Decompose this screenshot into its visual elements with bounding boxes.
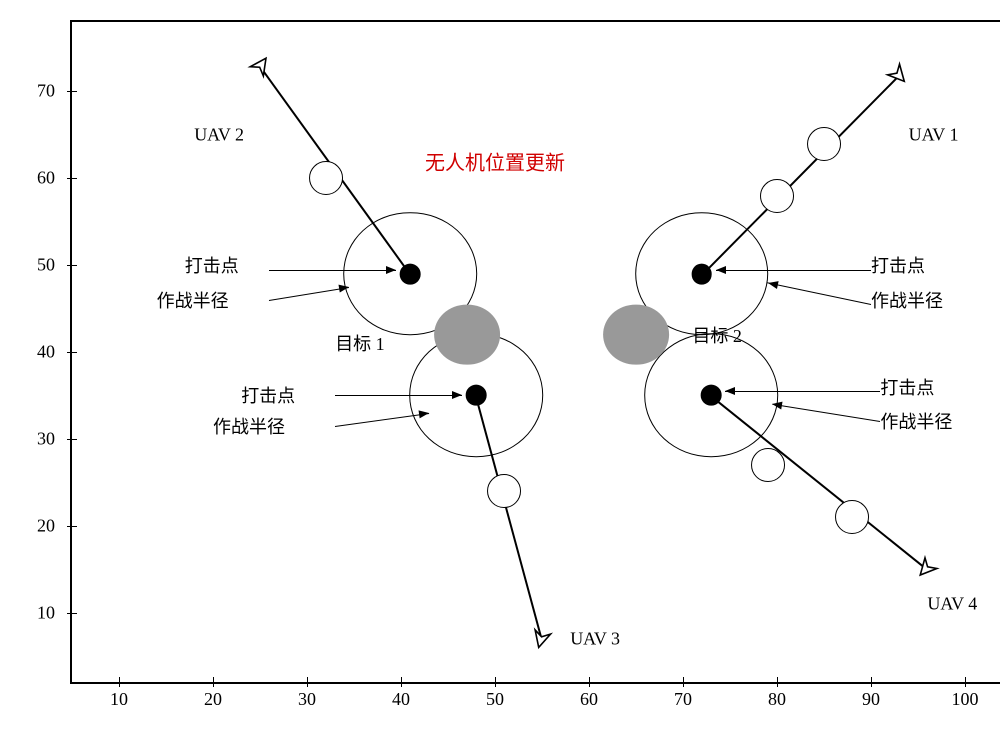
- x-tick-label: 50: [486, 689, 504, 710]
- x-tick-label: 70: [674, 689, 692, 710]
- y-tick: [67, 439, 77, 440]
- x-tick: [213, 677, 214, 687]
- annotation-label: 目标 1: [335, 330, 385, 356]
- waypoint-marker: [807, 127, 841, 161]
- x-tick-label: 20: [204, 689, 222, 710]
- path-line: [772, 404, 880, 422]
- annotation-label: 作战半径: [213, 413, 285, 439]
- x-tick-label: 40: [392, 689, 410, 710]
- x-tick-label: 90: [862, 689, 880, 710]
- y-tick: [67, 178, 77, 179]
- annotation-label: 打击点: [880, 374, 934, 400]
- x-tick-label: 30: [298, 689, 316, 710]
- uav-arrowhead-icon: [912, 554, 943, 585]
- x-tick: [871, 677, 872, 687]
- x-tick: [119, 677, 120, 687]
- uav-chart: 10203040506070809010010203040506070无人机位置…: [70, 20, 1000, 684]
- y-tick: [67, 613, 77, 614]
- y-tick-label: 40: [37, 342, 55, 363]
- annotation-label: UAV 4: [927, 593, 977, 614]
- annotation-label: 打击点: [241, 382, 295, 408]
- y-tick: [67, 265, 77, 266]
- x-tick: [965, 677, 966, 687]
- y-tick-label: 70: [37, 81, 55, 102]
- strike-point-marker: [466, 385, 487, 406]
- annotation-label: 打击点: [871, 252, 925, 278]
- x-tick: [307, 677, 308, 687]
- waypoint-marker: [760, 179, 794, 213]
- annotation-label: UAV 1: [909, 124, 959, 145]
- strike-point-marker: [691, 263, 712, 284]
- annotation-label: UAV 2: [194, 124, 244, 145]
- annotation-label: UAV 3: [570, 628, 620, 649]
- strike-point-marker: [701, 385, 722, 406]
- y-tick-label: 20: [37, 515, 55, 536]
- chart-title: 无人机位置更新: [425, 146, 565, 175]
- x-tick: [401, 677, 402, 687]
- y-tick-label: 60: [37, 168, 55, 189]
- target-marker: [603, 304, 669, 365]
- strike-point-marker: [400, 263, 421, 284]
- x-tick: [495, 677, 496, 687]
- x-tick: [683, 677, 684, 687]
- waypoint-marker: [835, 500, 869, 534]
- annotation-label: 作战半径: [871, 287, 943, 313]
- y-tick: [67, 526, 77, 527]
- annotation-label: 作战半径: [880, 408, 952, 434]
- y-tick-label: 30: [37, 428, 55, 449]
- y-tick: [67, 352, 77, 353]
- path-line: [269, 287, 349, 301]
- waypoint-marker: [309, 161, 343, 195]
- y-tick-label: 50: [37, 255, 55, 276]
- path-line: [768, 283, 872, 306]
- x-tick-label: 100: [952, 689, 979, 710]
- y-tick: [67, 91, 77, 92]
- annotation-label: 目标 2: [692, 322, 742, 348]
- waypoint-marker: [751, 448, 785, 482]
- annotation-label: 作战半径: [157, 287, 229, 313]
- x-tick-label: 60: [580, 689, 598, 710]
- x-tick: [777, 677, 778, 687]
- target-marker: [434, 304, 500, 365]
- x-tick-label: 10: [110, 689, 128, 710]
- uav-arrowhead-icon: [245, 50, 276, 81]
- uav-arrowhead-icon: [529, 625, 556, 652]
- waypoint-marker: [487, 474, 521, 508]
- x-tick: [589, 677, 590, 687]
- annotation-label: 打击点: [185, 252, 239, 278]
- x-tick-label: 80: [768, 689, 786, 710]
- y-tick-label: 10: [37, 602, 55, 623]
